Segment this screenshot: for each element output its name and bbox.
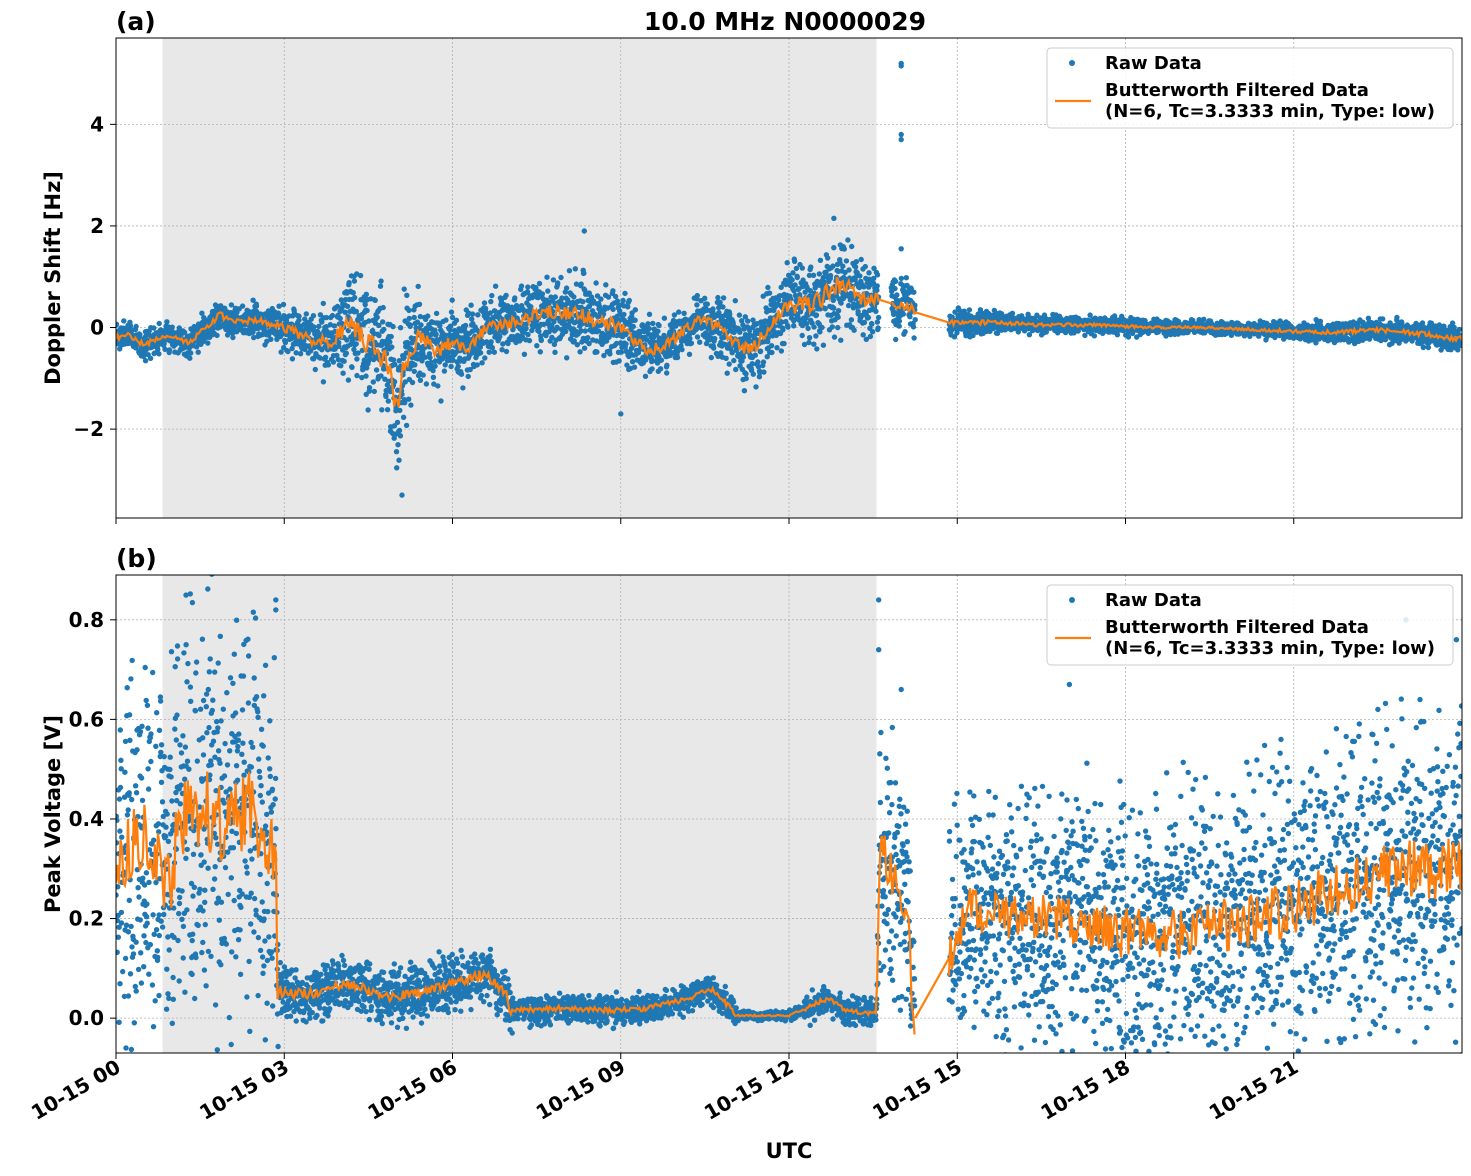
- panel-tag: (a): [116, 7, 156, 36]
- x-tick-label: 10-15 00: [27, 1055, 125, 1125]
- shaded-region: [162, 38, 877, 518]
- x-axis-label: UTC: [766, 1139, 813, 1163]
- x-tick-label: 10-15 06: [363, 1055, 461, 1125]
- panel-b: 0.0 0.2 0.4 0.6 0.8 10-15 00 10-15 03 10-15 06 1…: [27, 544, 1463, 1125]
- legend-filtered-params: (N=6, Tc=3.3333 min, Type: low): [1105, 101, 1435, 122]
- figure-title: 10.0 MHz N0000029: [644, 7, 926, 36]
- legend: Raw Data Butterworth Filtered Data(N=6, T…: [1046, 584, 1454, 666]
- y-tick-label: 2: [90, 214, 104, 238]
- y-axis-label: Doppler Shift [Hz]: [41, 171, 65, 385]
- y-tick-label: 0.6: [69, 707, 104, 731]
- legend-filtered-params: (N=6, Tc=3.3333 min, Type: low): [1105, 638, 1435, 659]
- filtered-line: [116, 276, 1462, 408]
- y-tick-label: 0.0: [69, 1006, 104, 1030]
- legend-raw-marker: [1069, 597, 1075, 603]
- x-tick-label: 10-15 03: [195, 1055, 293, 1125]
- panel-tag: (b): [116, 544, 157, 573]
- filtered-line: [116, 771, 1462, 1035]
- y-tick-label: −2: [73, 417, 104, 441]
- y-tick-label: 0.2: [69, 907, 104, 931]
- x-tick-label: 10-15 21: [1205, 1055, 1303, 1125]
- legend-box: [1046, 47, 1454, 129]
- x-tick-label: 10-15 09: [532, 1055, 630, 1125]
- y-tick-label: 0.4: [69, 807, 104, 831]
- x-tick-label: 10-15 18: [1036, 1055, 1134, 1125]
- legend: Raw Data Butterworth Filtered Data(N=6, T…: [1046, 47, 1454, 129]
- y-tick-label: 0.8: [69, 608, 104, 632]
- legend-filtered-label: Butterworth Filtered Data: [1105, 80, 1369, 101]
- legend-filtered-label: Butterworth Filtered Data: [1105, 617, 1369, 638]
- legend-raw-label: Raw Data: [1105, 53, 1202, 74]
- legend-raw-label: Raw Data: [1105, 590, 1202, 611]
- y-axis-label: Peak Voltage [V]: [41, 715, 65, 913]
- panel-a: −2 0 2 4 Doppler Shift [Hz] (a) Raw Data Butter…: [41, 7, 1463, 524]
- y-tick-label: 0: [90, 316, 104, 340]
- x-tick-label: 10-15 15: [868, 1055, 966, 1125]
- x-tick-label: 10-15 12: [700, 1055, 798, 1125]
- y-tick-label: 4: [90, 112, 104, 136]
- legend-raw-marker: [1069, 60, 1075, 66]
- legend-box: [1046, 584, 1454, 666]
